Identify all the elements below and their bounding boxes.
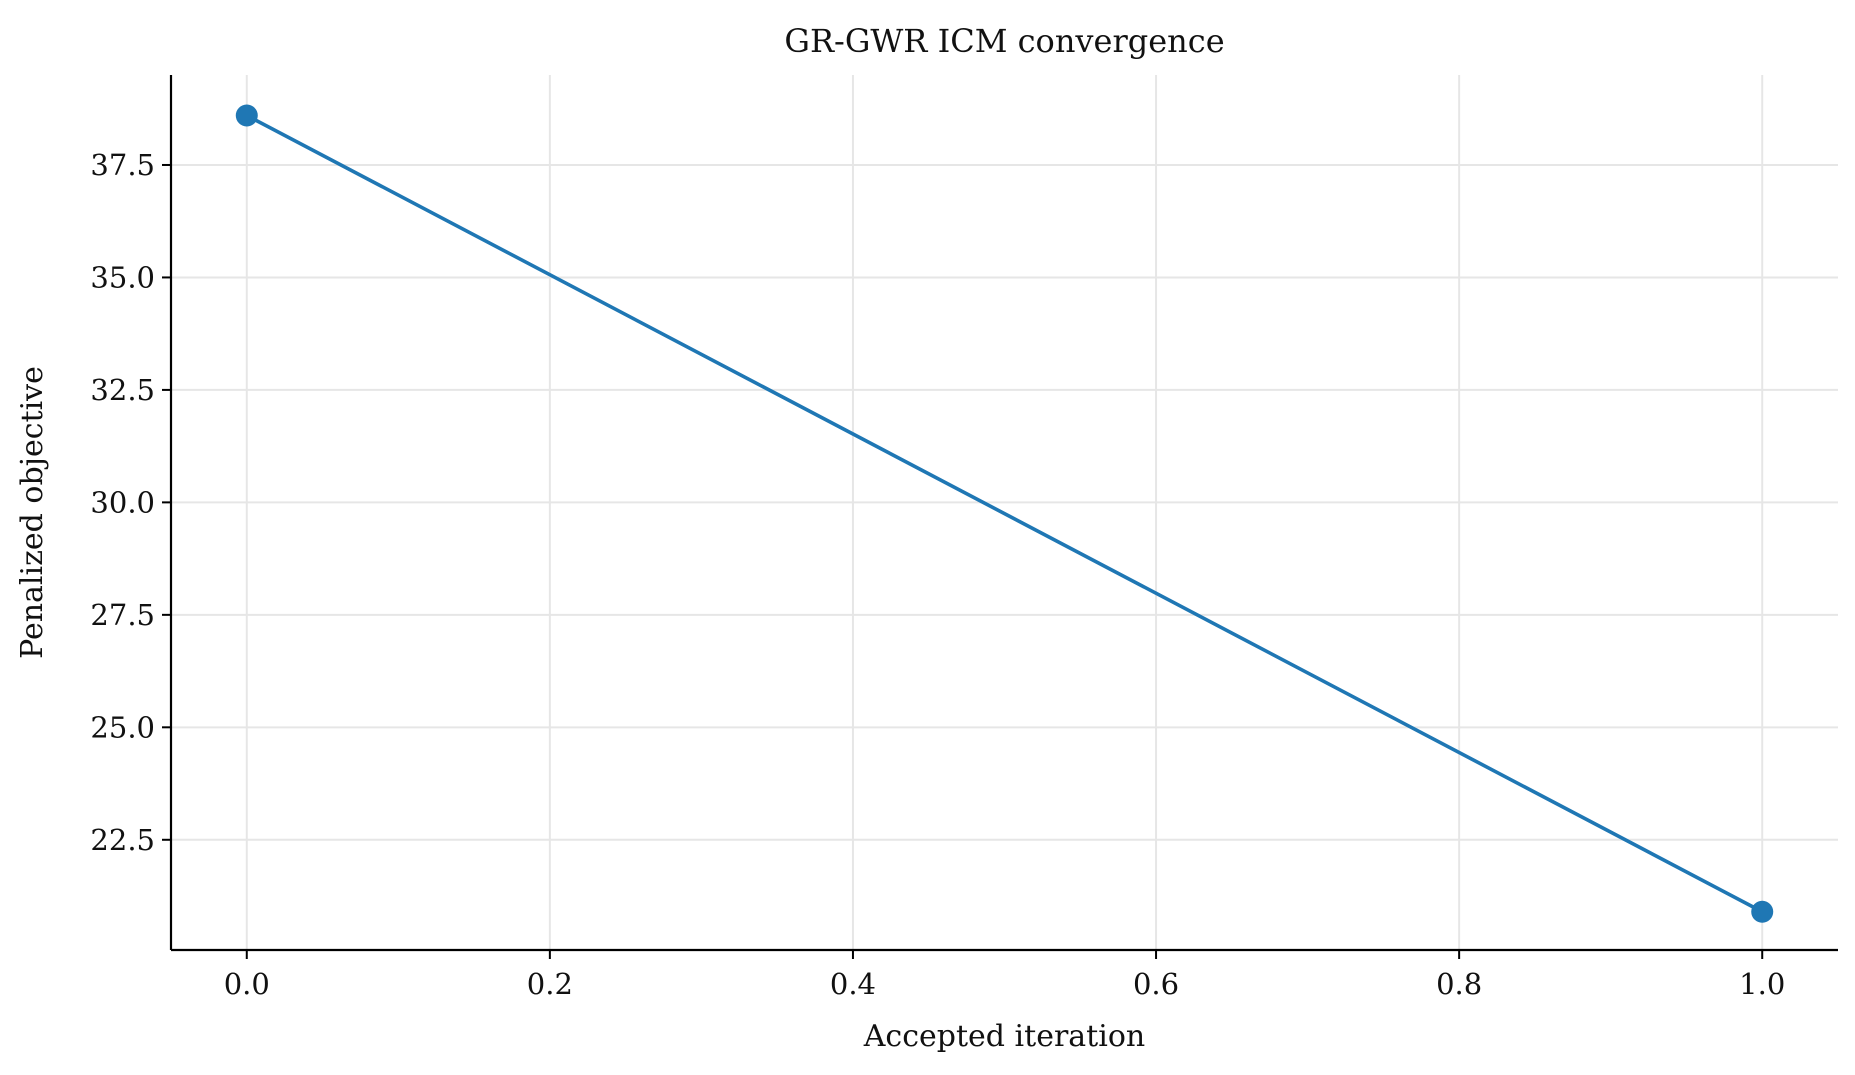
- y-tick-label: 22.5: [90, 823, 155, 857]
- y-tick-label: 35.0: [90, 260, 155, 294]
- grid: [171, 75, 1838, 950]
- axes: [169, 75, 1838, 952]
- y-tick-label: 25.0: [90, 710, 155, 744]
- x-axis-label: Accepted iteration: [863, 1019, 1145, 1054]
- x-tick-label: 0.0: [224, 967, 270, 1001]
- chart-title: GR-GWR ICM convergence: [784, 22, 1224, 60]
- series: [235, 104, 1774, 923]
- data-point: [235, 104, 258, 127]
- y-tick-label: 30.0: [90, 485, 155, 519]
- y-axis-label: Penalized objective: [15, 366, 50, 659]
- y-tick-label: 32.5: [90, 373, 155, 407]
- x-tick-label: 1.0: [1739, 967, 1785, 1001]
- x-tick-label: 0.4: [830, 967, 876, 1001]
- y-tick-label: 37.5: [90, 148, 155, 182]
- x-tick-label: 0.8: [1436, 967, 1482, 1001]
- x-tick-label: 0.6: [1133, 967, 1179, 1001]
- series-line: [244, 113, 1765, 914]
- x-tick-label: 0.2: [527, 967, 573, 1001]
- data-point: [1751, 900, 1774, 923]
- y-tick-label: 27.5: [90, 598, 155, 632]
- ticks: 0.0 0.2 0.4 0.6 0.8 1.0 22.5 25.0 27.5 30.0 32.5 35…: [90, 148, 1785, 1001]
